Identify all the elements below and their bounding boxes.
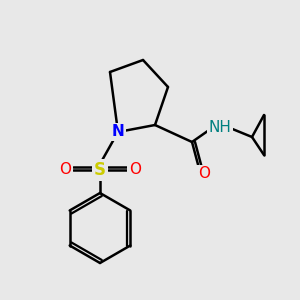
Text: N: N xyxy=(112,124,124,140)
Text: S: S xyxy=(94,161,106,179)
Text: NH: NH xyxy=(208,121,231,136)
Text: O: O xyxy=(129,163,141,178)
Text: O: O xyxy=(59,163,71,178)
Text: O: O xyxy=(198,167,210,182)
